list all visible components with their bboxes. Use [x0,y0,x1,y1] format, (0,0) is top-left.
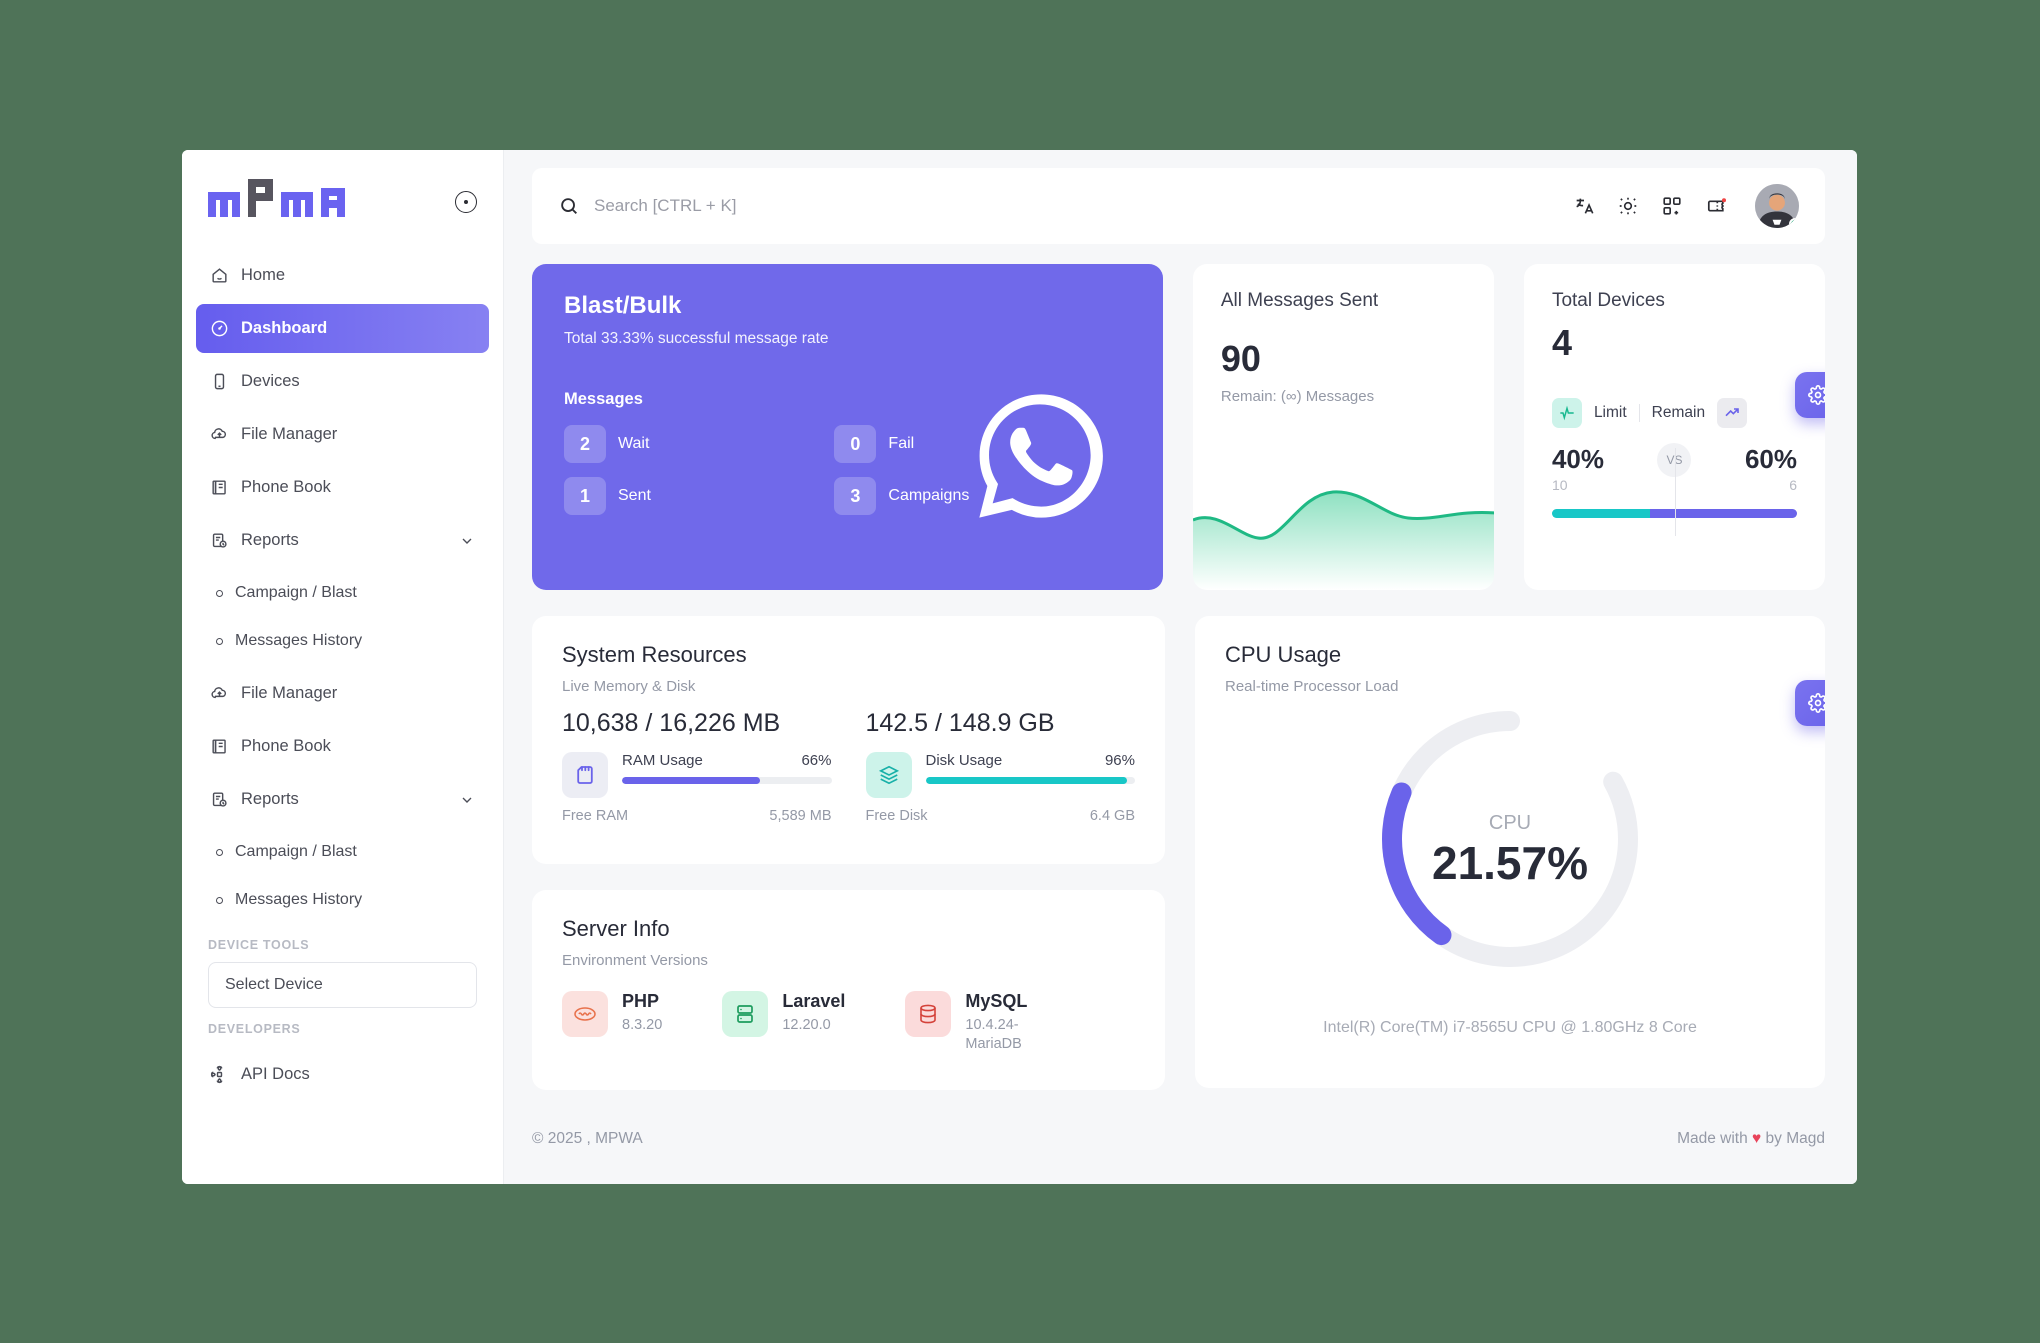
svg-text:CPU: CPU [1489,812,1531,834]
svg-text:21.57%: 21.57% [1432,837,1588,889]
